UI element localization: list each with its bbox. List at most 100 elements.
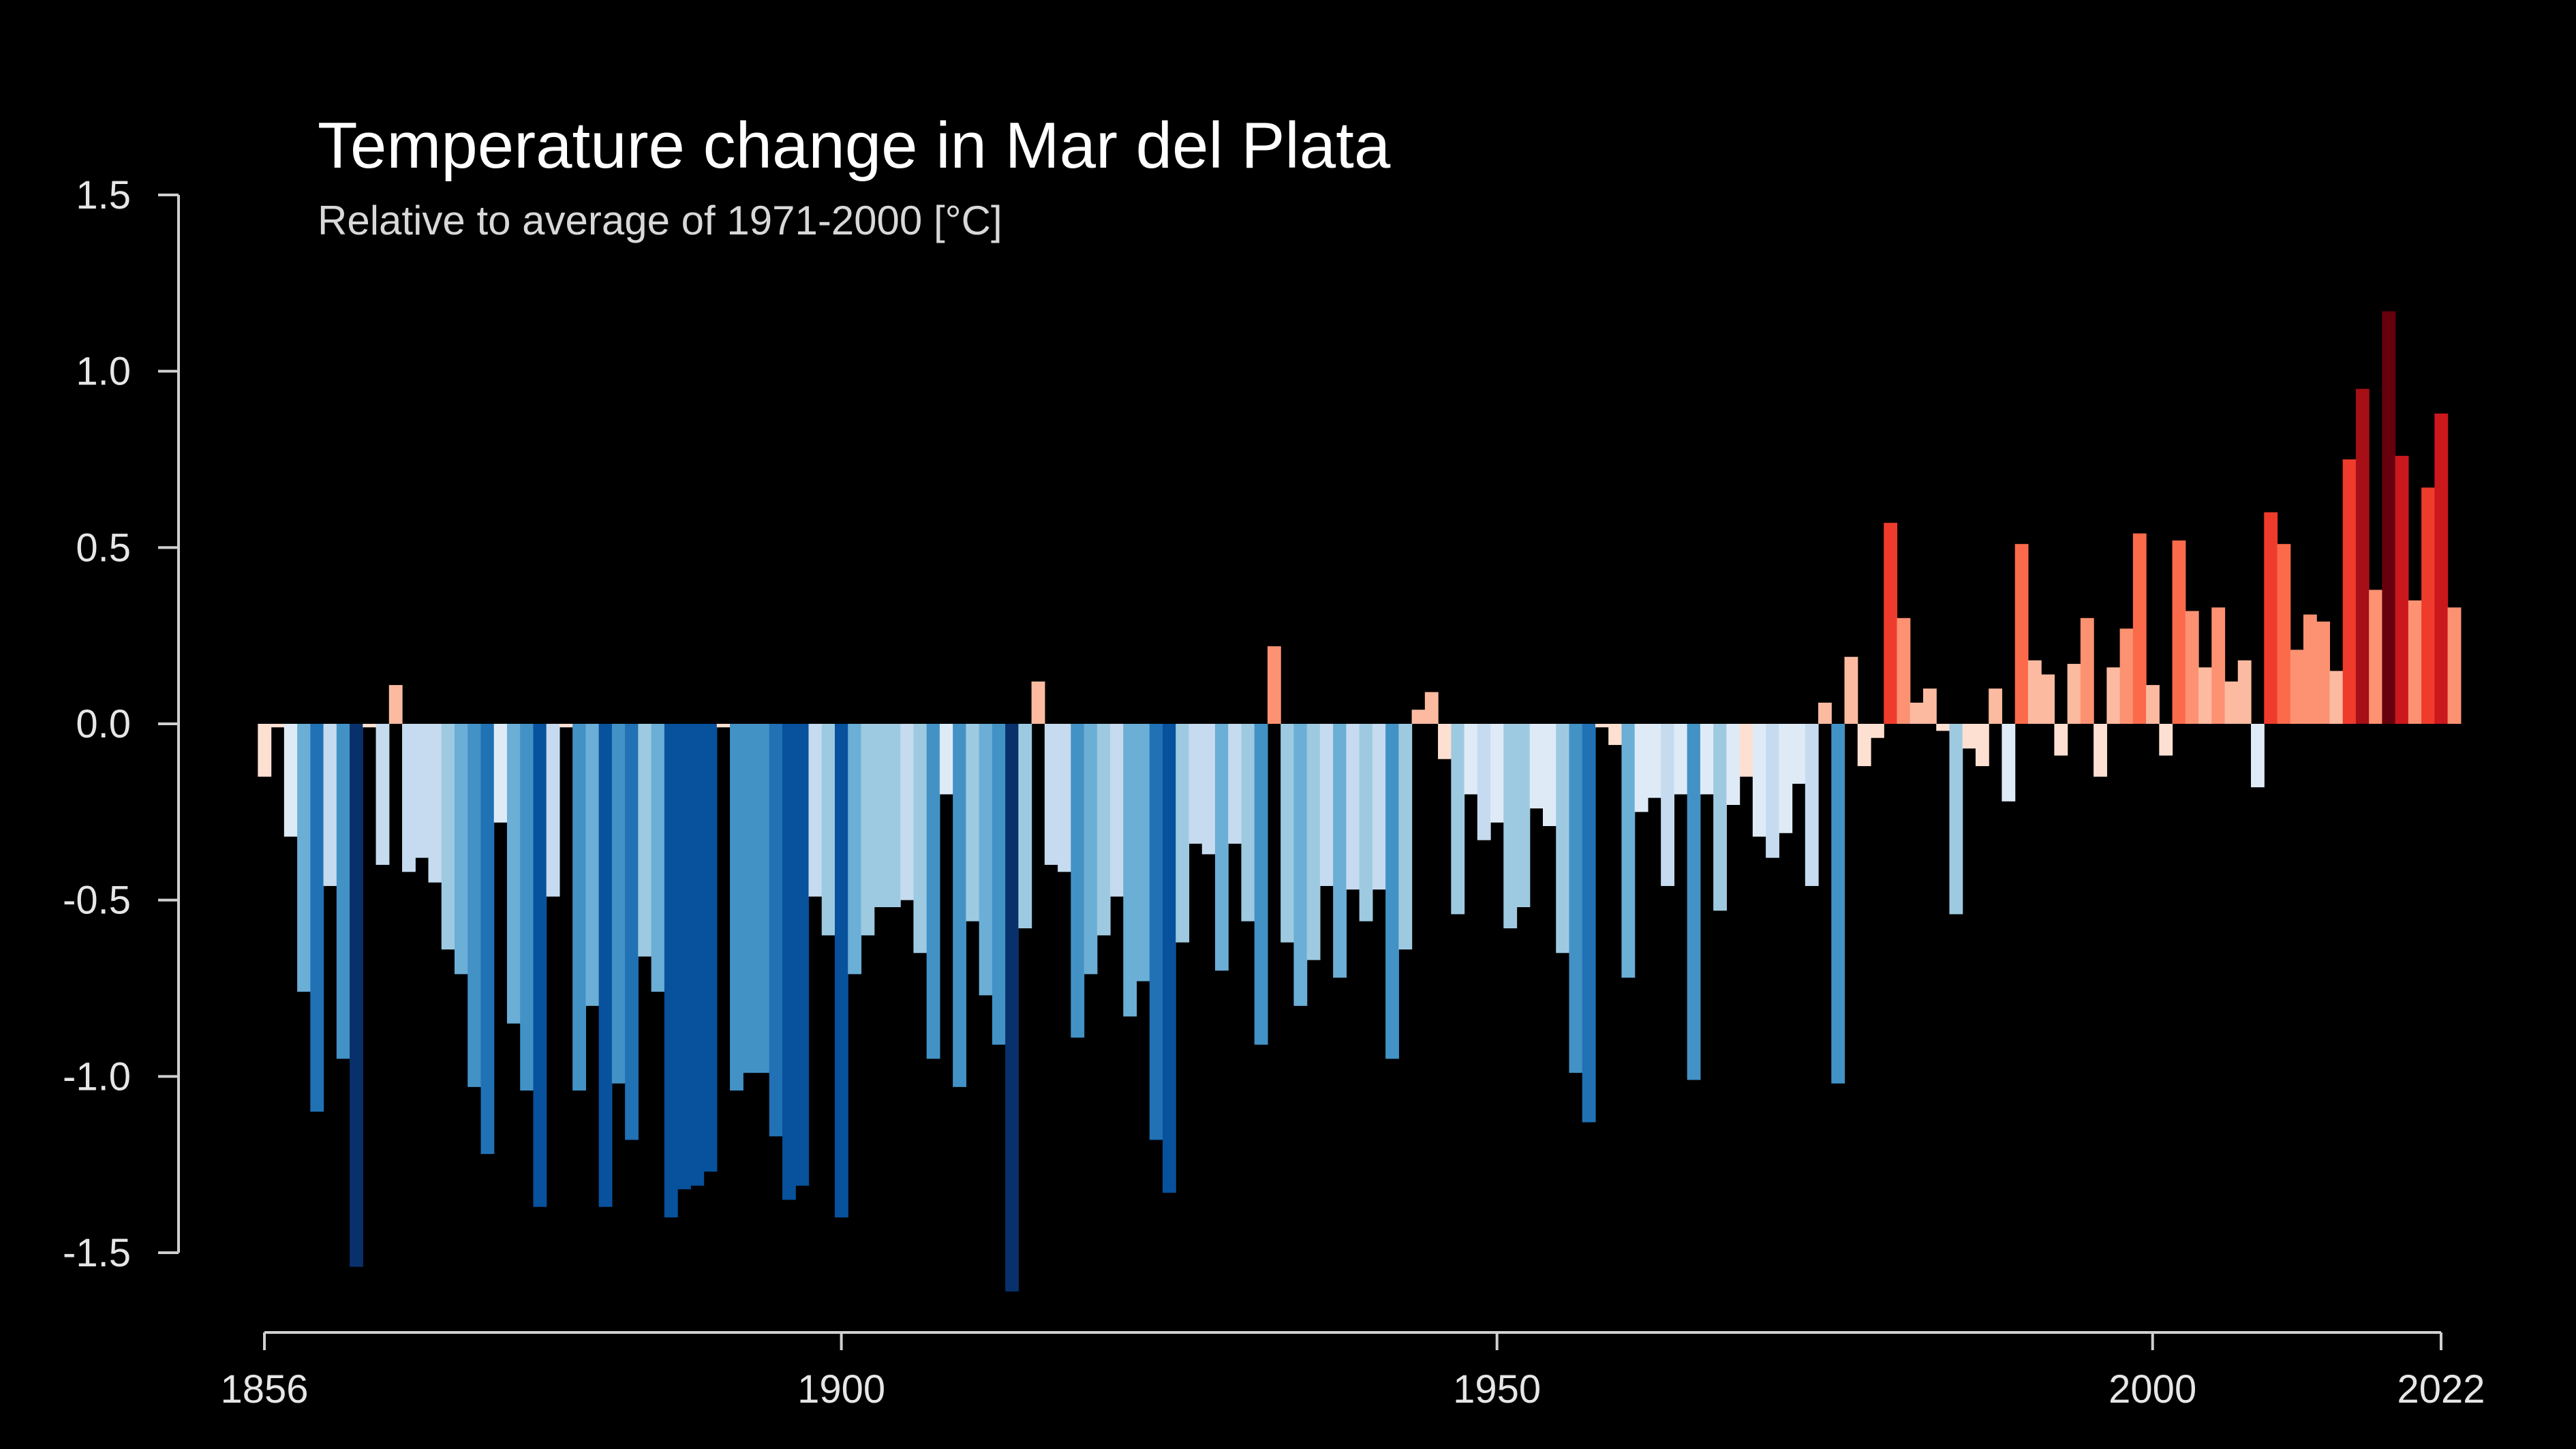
bar-1889	[690, 724, 705, 1186]
bar-1977	[1844, 656, 1858, 724]
bar-1952	[1516, 724, 1531, 908]
bar-1960	[1621, 724, 1636, 978]
bar-1996	[2094, 724, 2107, 777]
bar-1963	[1661, 724, 1674, 886]
bar-1870	[441, 724, 455, 950]
bar-1861	[323, 724, 337, 886]
bar-1906	[913, 724, 927, 954]
bar-1867	[402, 724, 416, 872]
x-tick-label: 1856	[220, 1367, 308, 1412]
bar-1940	[1359, 724, 1373, 921]
bar-2003	[2185, 611, 2199, 724]
bar-1900	[834, 724, 848, 1218]
bar-1990	[2014, 544, 2029, 724]
bar-1863	[350, 724, 363, 1267]
chart-title: Temperature change in Mar del Plata	[318, 109, 1391, 182]
bar-2014	[2329, 671, 2344, 724]
bar-2022	[2434, 413, 2449, 724]
bar-1883	[611, 724, 626, 1084]
bar-1901	[848, 724, 862, 975]
bar-1857	[271, 724, 285, 728]
bar-1923	[1136, 724, 1150, 981]
bar-2019	[2395, 455, 2409, 724]
bar-1887	[664, 724, 678, 1218]
bar-1934	[1281, 724, 1295, 943]
bar-1958	[1595, 724, 1609, 728]
bar-1970	[1752, 724, 1766, 837]
bar-1931	[1241, 724, 1255, 921]
bar-1892	[730, 724, 743, 1091]
y-axis: 1.5 1.0 0.5 0.0 -0.5 -1.0 -1.5	[63, 173, 180, 1275]
bar-1895	[769, 724, 783, 1137]
bar-1922	[1123, 724, 1137, 1017]
bar-1943	[1398, 724, 1413, 950]
bar-1965	[1687, 724, 1701, 1080]
bar-1912	[992, 724, 1006, 1045]
bar-2015	[2342, 459, 2357, 724]
bar-1916	[1044, 724, 1058, 865]
bar-1986	[1962, 724, 1976, 749]
bar-1966	[1700, 724, 1714, 795]
y-tick-label: 1.0	[76, 350, 131, 394]
bar-1868	[415, 724, 429, 858]
bar-1937	[1319, 724, 1334, 886]
bar-1983	[1922, 688, 1937, 724]
bar-1926	[1176, 724, 1190, 943]
bar-1899	[821, 724, 835, 936]
bar-1925	[1163, 724, 1176, 1193]
bar-1942	[1385, 724, 1399, 1059]
bar-1959	[1608, 724, 1623, 746]
bar-1896	[782, 724, 796, 1200]
bar-1953	[1529, 724, 1544, 809]
bar-2006	[2224, 681, 2239, 724]
bar-2008	[2251, 724, 2265, 788]
y-tick-label: 0.5	[76, 525, 131, 570]
bar-1921	[1110, 724, 1124, 897]
bar-1866	[388, 685, 403, 724]
bar-1941	[1372, 724, 1386, 890]
bar-1882	[598, 724, 613, 1207]
bar-1999	[2132, 533, 2147, 724]
bar-1875	[506, 724, 521, 1024]
bar-2013	[2316, 621, 2331, 724]
bar-1948	[1464, 724, 1478, 795]
bar-1905	[900, 724, 915, 900]
bar-1904	[887, 724, 901, 908]
bar-1909	[953, 724, 966, 1087]
bar-1981	[1897, 617, 1911, 724]
bar-1951	[1503, 724, 1518, 929]
bar-2000	[2146, 685, 2160, 724]
bar-1957	[1582, 724, 1596, 1123]
bar-2001	[2159, 724, 2173, 756]
bar-1878	[546, 724, 560, 897]
bar-1955	[1556, 724, 1570, 954]
x-tick-label: 2000	[2109, 1367, 2196, 1412]
bar-1910	[966, 724, 980, 921]
bar-1897	[795, 724, 810, 1186]
x-tick-label: 1950	[1453, 1367, 1541, 1412]
bar-2021	[2421, 487, 2435, 724]
bar-1871	[454, 724, 468, 975]
bar-2005	[2211, 607, 2226, 724]
bar-2020	[2408, 600, 2422, 724]
bar-1856	[258, 724, 272, 777]
bar-1911	[979, 724, 993, 996]
bar-1874	[493, 724, 508, 823]
bar-1881	[585, 724, 600, 1006]
bar-1859	[297, 724, 311, 992]
bar-2016	[2355, 388, 2370, 724]
bar-1938	[1333, 724, 1347, 978]
bar-1917	[1058, 724, 1071, 872]
bar-1985	[1949, 724, 1963, 915]
bar-1988	[1989, 688, 2003, 724]
bar-1975	[1818, 702, 1832, 724]
bar-1913	[1005, 724, 1019, 1292]
bar-1991	[2027, 660, 2042, 724]
bar-1998	[2119, 628, 2134, 724]
bar-1956	[1569, 724, 1583, 1073]
bar-1980	[1884, 523, 1898, 724]
bar-1932	[1254, 724, 1268, 1045]
bar-1929	[1214, 724, 1229, 971]
